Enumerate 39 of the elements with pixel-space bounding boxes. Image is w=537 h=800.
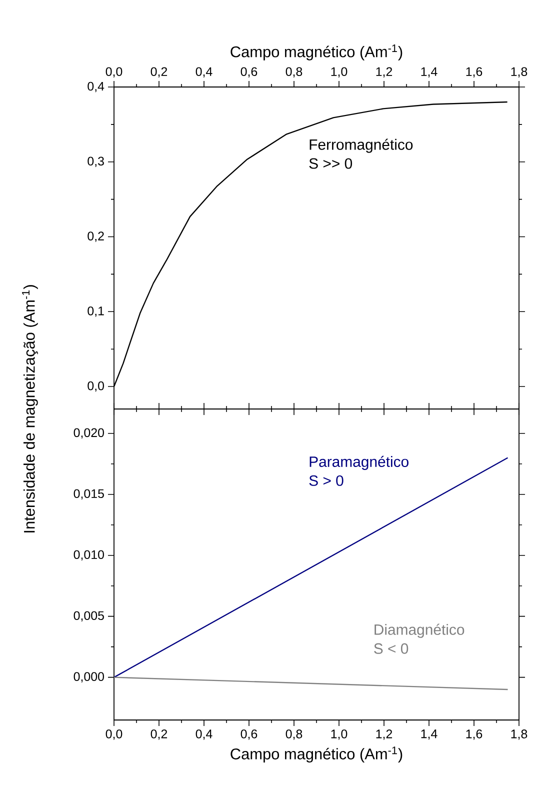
x-tick-label: 1,8 bbox=[511, 67, 528, 78]
series-label: Ferromagnético bbox=[310, 138, 413, 153]
y-tick-label: 0,4 bbox=[88, 82, 104, 92]
x-tick-label: 1,8 bbox=[511, 730, 528, 740]
y-tick-label: 0,000 bbox=[74, 672, 104, 682]
y-tick-label: 0,020 bbox=[74, 428, 104, 439]
x-tick-label: 0,8 bbox=[286, 730, 302, 740]
x-tick-label: 1,6 bbox=[466, 67, 482, 78]
x-tick-label: 0,2 bbox=[150, 67, 168, 78]
y-tick-label: 0,2 bbox=[88, 232, 104, 242]
x-tick-label: 0,4 bbox=[196, 67, 212, 78]
y-tick-label: 0,3 bbox=[88, 156, 104, 168]
x-tick-label: 1,6 bbox=[466, 730, 482, 740]
y-tick-label: 0,0 bbox=[88, 381, 104, 392]
y-tick-label: 0,005 bbox=[74, 611, 104, 622]
x-tick-label: 1,2 bbox=[376, 730, 392, 740]
text: Paramagnético bbox=[310, 456, 408, 470]
x-tick-label: 0,0 bbox=[106, 730, 122, 740]
x-tick-label: 1,4 bbox=[421, 67, 438, 78]
x-tick-label: 1,0 bbox=[331, 730, 348, 740]
x-tick-label: 1,2 bbox=[376, 67, 392, 78]
x-tick-label: 0,4 bbox=[196, 730, 212, 740]
x-axis-title: Campo magnético (Am$^{-1}$) bbox=[230, 746, 402, 762]
x-tick-label: 0,8 bbox=[286, 67, 302, 78]
y-tick-label: 0,015 bbox=[74, 489, 104, 500]
x-tick-label: 1,4 bbox=[421, 730, 438, 740]
x-tick-label: 0,2 bbox=[150, 730, 168, 740]
x-tick-label: 1,0 bbox=[331, 67, 348, 78]
x-tick-label: 0,0 bbox=[106, 67, 122, 78]
x-tick-label: 0,6 bbox=[240, 730, 258, 740]
text: Diamagnético bbox=[374, 624, 464, 638]
annotation: S < 0 bbox=[374, 643, 408, 654]
y-axis-title: Intensidade de magnetização (Am$^{-1}$) bbox=[22, 285, 38, 532]
x-axis-title: Campo magnético (Am$^{-1}$) bbox=[230, 44, 402, 60]
annotation: S >> 0 bbox=[309, 158, 352, 169]
y-tick-label: 0,010 bbox=[74, 550, 104, 560]
annotation: S > 0 bbox=[309, 475, 344, 486]
x-tick-label: 0,6 bbox=[240, 67, 258, 78]
y-tick-label: 0,1 bbox=[88, 306, 104, 317]
